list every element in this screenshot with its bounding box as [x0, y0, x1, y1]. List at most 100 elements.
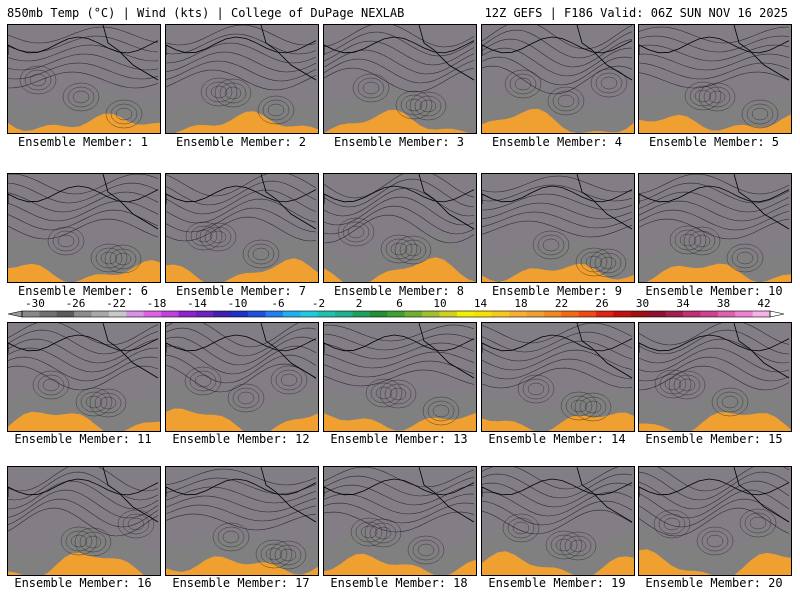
ensemble-map: [7, 24, 161, 134]
colorbar-swatch: [317, 311, 336, 317]
temperature-map: [482, 174, 634, 282]
colorbar-tick-label: 26: [595, 297, 608, 310]
colorbar-swatch: [683, 311, 701, 317]
colorbar-tick-label: 10: [433, 297, 446, 310]
colorbar-swatch: [526, 311, 545, 317]
temperature-map: [639, 174, 791, 282]
ensemble-map: [323, 173, 477, 283]
colorbar-min-arrow: [7, 310, 23, 318]
colorbar-swatch: [300, 311, 319, 317]
temperature-map: [639, 467, 791, 575]
member-caption: Ensemble Member: 11: [14, 432, 152, 446]
run-valid-time: 12Z GEFS | F186 Valid: 06Z SUN NOV 16 20…: [484, 6, 788, 20]
temperature-map: [324, 25, 476, 133]
colorbar-tick-label: 18: [514, 297, 527, 310]
temperature-map: [166, 467, 318, 575]
temperature-map: [324, 467, 476, 575]
member-caption: Ensemble Member: 9: [491, 284, 623, 298]
ensemble-map: [481, 24, 635, 134]
colorbar-tick-label: 14: [474, 297, 488, 310]
ensemble-map: [638, 466, 792, 576]
colorbar-swatch: [613, 311, 632, 317]
colorbar-swatch: [335, 311, 354, 317]
colorbar-swatch: [143, 311, 162, 317]
temperature-map: [482, 323, 634, 431]
colorbar-swatch: [578, 311, 597, 317]
temperature-map: [482, 25, 634, 133]
member-caption: Ensemble Member: 4: [491, 135, 623, 149]
temperature-map: [639, 25, 791, 133]
colorbar-tick-label: -10: [228, 297, 248, 310]
colorbar-swatch: [630, 311, 649, 317]
colorbar-swatch: [752, 311, 771, 317]
ensemble-map: [165, 24, 319, 134]
member-caption: Ensemble Member: 7: [175, 284, 307, 298]
member-caption: Ensemble Member: 13: [330, 432, 468, 446]
colorbar-swatch: [352, 311, 371, 317]
colorbar-tick-label: 30: [636, 297, 649, 310]
member-caption: Ensemble Member: 17: [172, 576, 310, 590]
member-caption: Ensemble Member: 3: [333, 135, 465, 149]
colorbar-tick-label: 38: [717, 297, 730, 310]
colorbar-swatch: [474, 311, 493, 317]
temperature-map: [639, 323, 791, 431]
colorbar-swatch: [39, 311, 58, 317]
colorbar-tick-label: 42: [757, 297, 770, 310]
colorbar-swatch: [404, 311, 423, 317]
colorbar-swatch: [561, 311, 580, 317]
ensemble-map: [481, 173, 635, 283]
colorbar-swatch: [700, 311, 719, 317]
colorbar-swatch: [126, 311, 145, 317]
colorbar-swatch: [439, 311, 458, 317]
colorbar-swatch: [22, 311, 40, 317]
temperature-map: [324, 174, 476, 282]
ensemble-map: [323, 322, 477, 432]
ensemble-map: [165, 466, 319, 576]
colorbar-swatch: [491, 311, 510, 317]
colorbar-tick-label: -2: [312, 297, 325, 310]
temperature-map: [166, 25, 318, 133]
member-caption: Ensemble Member: 19: [488, 576, 626, 590]
temperature-colorbar: -30 -26 -22 -18 -14 -10 -6 -2 2 6 10 14 18 22 26 30 34 38…: [7, 297, 785, 318]
member-caption: Ensemble Member: 15: [645, 432, 783, 446]
member-caption: Ensemble Member: 10: [645, 284, 783, 298]
temperature-map: [324, 323, 476, 431]
colorbar-tick-label: -6: [271, 297, 284, 310]
colorbar-swatch: [195, 311, 214, 317]
colorbar-tick-label: -26: [66, 297, 86, 310]
colorbar-swatch: [596, 311, 614, 317]
member-caption: Ensemble Member: 20: [645, 576, 783, 590]
colorbar-swatch: [265, 311, 284, 317]
colorbar-swatch: [56, 311, 75, 317]
colorbar-swatch: [387, 311, 406, 317]
ensemble-map: [481, 322, 635, 432]
member-caption: Ensemble Member: 5: [648, 135, 780, 149]
colorbar-swatch: [282, 311, 301, 317]
member-caption: Ensemble Member: 12: [172, 432, 310, 446]
colorbar-swatch: [665, 311, 684, 317]
colorbar-swatch: [543, 311, 562, 317]
colorbar-swatch: [456, 311, 475, 317]
member-caption: Ensemble Member: 2: [175, 135, 307, 149]
colorbar-swatch: [91, 311, 110, 317]
colorbar-swatch: [161, 311, 180, 317]
colorbar-swatch: [369, 311, 388, 317]
ensemble-map: [638, 173, 792, 283]
colorbar-swatch: [248, 311, 267, 317]
colorbar-tick-label: 22: [555, 297, 568, 310]
member-caption: Ensemble Member: 16: [14, 576, 152, 590]
colorbar-swatch: [648, 311, 667, 317]
colorbar-max-arrow: [769, 310, 785, 318]
ensemble-map: [323, 24, 477, 134]
colorbar-swatch: [422, 311, 440, 317]
colorbar-swatch: [213, 311, 232, 317]
colorbar-tick-label: -22: [106, 297, 126, 310]
temperature-map: [8, 25, 160, 133]
ensemble-map: [638, 24, 792, 134]
member-caption: Ensemble Member: 18: [330, 576, 468, 590]
colorbar-swatch: [108, 311, 127, 317]
temperature-map: [482, 467, 634, 575]
ensemble-map: [638, 322, 792, 432]
colorbar-tick-label: 34: [676, 297, 690, 310]
colorbar-tick-label: -30: [25, 297, 45, 310]
